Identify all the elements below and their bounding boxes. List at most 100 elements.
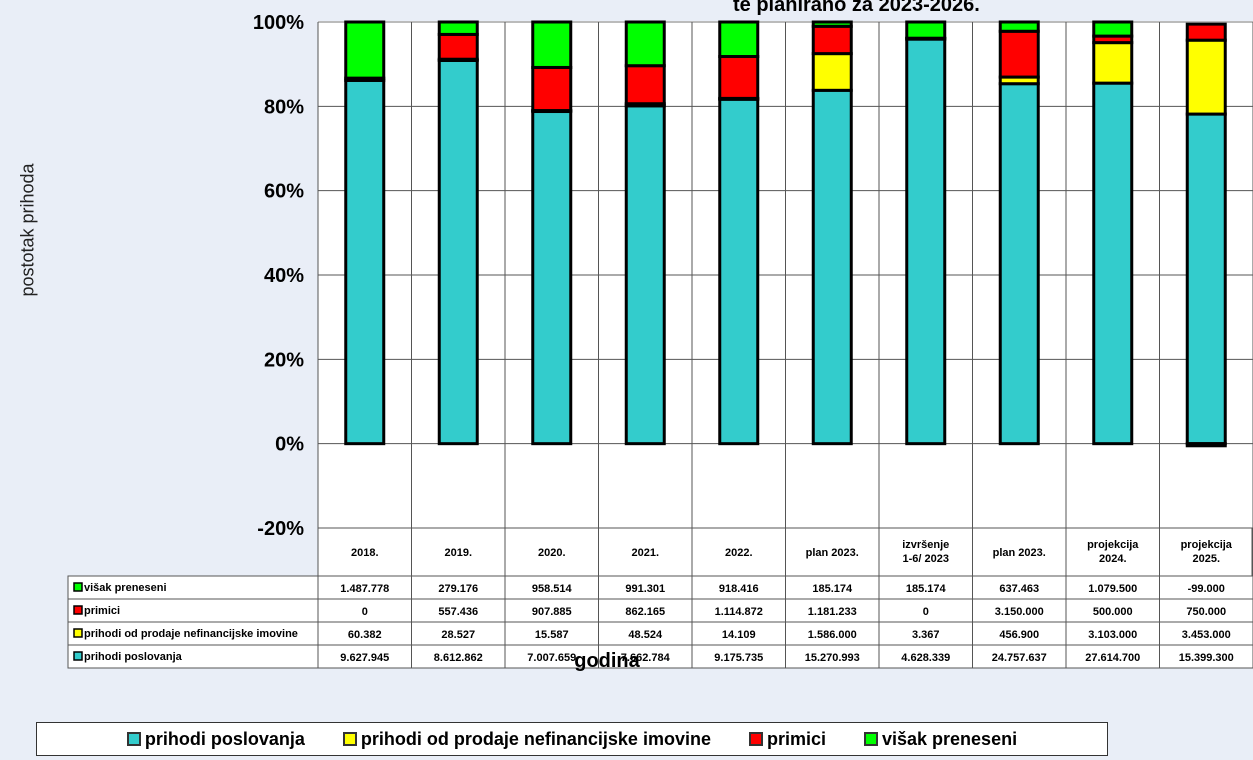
bar-segment-prihodi-poslovanja (531, 109, 573, 446)
bar-segment-primici (718, 55, 760, 100)
category-label: izvršenje 1-6/ 2023 (902, 539, 949, 565)
x-axis-title: godina (574, 650, 640, 672)
chart-title: te planirano za 2023-2026. (733, 0, 980, 16)
bars (344, 20, 1227, 448)
table-cell-value: 8.612.862 (434, 652, 483, 664)
table-cell-value: 1.181.233 (808, 606, 857, 618)
table-row-legend-key (73, 605, 83, 615)
bar-segment-višak-preneseni (718, 20, 760, 59)
table-row-legend-key (73, 582, 83, 592)
bar-segment-prihodi-od-prodaje-nefinancijske-imovine (811, 52, 853, 92)
legend-item: prihodi poslovanja (126, 728, 305, 750)
bar-segment-višak-preneseni (1092, 20, 1134, 38)
legend-item: višak preneseni (864, 729, 1017, 750)
table-row-label: prihodi poslovanja (84, 651, 183, 663)
bar-segment-prihodi-poslovanja (344, 78, 386, 446)
bar-segment-višak-preneseni (1185, 442, 1227, 448)
table-cell-value: 15.399.300 (1179, 652, 1234, 664)
table-cell-value: 4.628.339 (901, 652, 950, 664)
table-cell-value: 500.000 (1093, 606, 1133, 618)
bar-segment-prihodi-poslovanja (437, 58, 479, 446)
bar-segment-primici (624, 64, 666, 106)
legend-item: prihodi od prodaje nefinancijske imovine (342, 728, 711, 750)
table-cell-value: 27.614.700 (1085, 652, 1140, 664)
legend-swatch (864, 732, 878, 746)
y-tick-labels: 100% 80% 60% 40% 20% 0% -20% (253, 12, 304, 540)
category-label: 2019. (444, 547, 472, 559)
bar-segment-višak-preneseni (531, 20, 573, 69)
table-cell-value: 185.174 (906, 583, 947, 595)
y-tick-label: 80% (264, 96, 304, 118)
table-cell-value: 15.587 (535, 629, 569, 641)
table-cell-value: 9.175.735 (714, 652, 763, 664)
table-cell-value: 3.453.000 (1182, 629, 1231, 641)
category-label: projekcija 2025. (1181, 539, 1233, 565)
legend-label: višak preneseni (882, 728, 1018, 749)
bar-segment-primici (437, 32, 479, 61)
bar-segment-prihodi-poslovanja (998, 82, 1040, 446)
table-cell-value: 48.524 (628, 629, 663, 641)
table-cell-value: 14.109 (722, 629, 756, 641)
table-cell-value: 24.757.637 (992, 652, 1047, 664)
table-cell-value: 7.662.784 (621, 652, 671, 664)
data-table: 2018. 2019. 2020. 2021. 2022. plan 2023. izvrš… (67, 527, 1253, 669)
table-cell-value: 7.007.659 (527, 652, 576, 664)
category-label: 2018. (351, 547, 379, 559)
table-cell-value: 918.416 (719, 583, 759, 595)
bar-segment-primici (811, 24, 853, 56)
category-label: 2020. (538, 547, 566, 559)
table-cell-value: 750.000 (1186, 606, 1226, 618)
category-label: plan 2023. (993, 547, 1046, 559)
table-cell-value: 279.176 (438, 583, 478, 595)
table-cell-value: 1.487.778 (340, 583, 389, 595)
table-cell-value: 3.103.000 (1088, 629, 1137, 641)
bar-segment-prihodi-od-prodaje-nefinancijske-imovine (1185, 38, 1227, 116)
bar-segment-primici (998, 29, 1040, 79)
table-cell-value: 958.514 (532, 583, 573, 595)
y-tick-label: 20% (264, 349, 304, 371)
y-tick-label: -20% (257, 518, 304, 540)
bar-segment-prihodi-poslovanja (718, 97, 760, 446)
legend-swatch (342, 732, 357, 746)
bar-segment-višak-preneseni (905, 20, 947, 40)
table-row-legend-key (73, 651, 83, 661)
legend-label: primici (766, 728, 826, 749)
table-cell-value: 456.900 (999, 629, 1039, 641)
table-cell-value: 0 (362, 606, 368, 618)
legend-swatch (748, 732, 763, 746)
bar-segment-primici (1185, 22, 1227, 42)
table-cell-value: 1.114.872 (715, 606, 763, 618)
bar-segment-prihodi-poslovanja (1185, 112, 1227, 446)
y-tick-label: 40% (264, 265, 304, 287)
bar-segment-višak-preneseni (811, 20, 853, 28)
table-row (67, 644, 1253, 669)
table-cell-value: 28.527 (441, 629, 475, 641)
legend-swatch (126, 732, 141, 746)
category-label: plan 2023. (806, 547, 859, 559)
table-row-label: primici (84, 605, 120, 617)
bar-segment-primici (531, 65, 573, 113)
bar-segment-višak-preneseni (437, 20, 479, 36)
table-cell-value: -99.000 (1188, 583, 1225, 595)
legend-item: primici (748, 728, 826, 750)
y-tick-label: 100% (253, 12, 304, 34)
table-row-label: prihodi od prodaje nefinancijske imovine (84, 628, 298, 640)
legend-label: prihodi poslovanja (144, 728, 305, 749)
bar-segment-prihodi-poslovanja (905, 37, 947, 446)
table-cell-value: 1.079.500 (1088, 583, 1137, 595)
category-label: projekcija 2024. (1087, 539, 1139, 565)
bar-segment-prihodi-od-prodaje-nefinancijske-imovine (1092, 41, 1134, 85)
bar-segment-višak-preneseni (624, 20, 666, 68)
table-cell-value: 991.301 (625, 583, 665, 595)
legend: prihodi poslovanja prihodi od prodaje nef… (36, 722, 1108, 756)
table-cell-value: 3.367 (912, 629, 940, 641)
table-cell-value: 185.174 (812, 583, 853, 595)
table-cell-value: 557.436 (438, 606, 478, 618)
bar-segment-višak-preneseni (998, 20, 1040, 33)
table-cell-value: 0 (923, 606, 929, 618)
table-cell-value: 9.627.945 (340, 652, 389, 664)
table-row-legend-key (73, 628, 83, 638)
table-cell-value: 1.586.000 (808, 629, 857, 641)
table-cell-value: 3.150.000 (995, 606, 1044, 618)
legend-label: prihodi od prodaje nefinancijske imovine (360, 728, 711, 749)
